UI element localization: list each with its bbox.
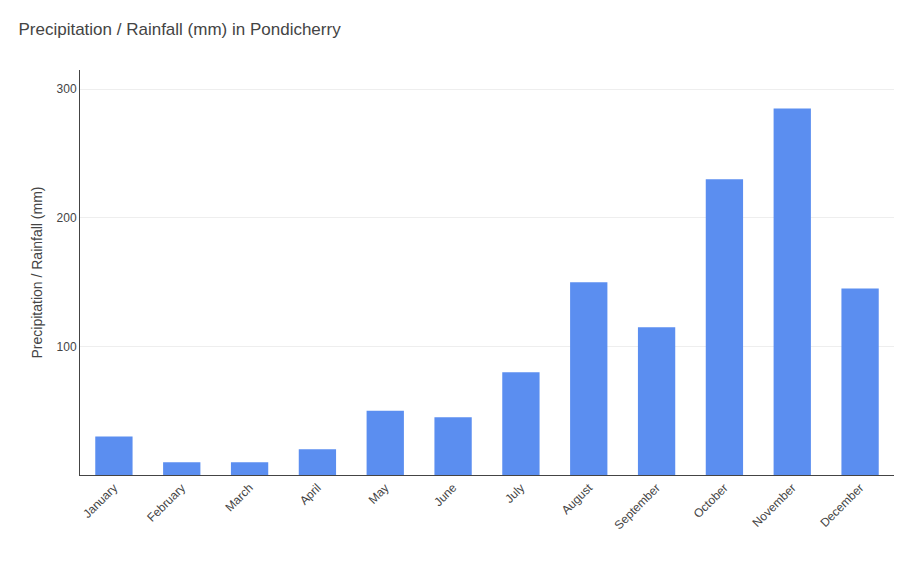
svg-text:Precipitation / Rainfall (mm): Precipitation / Rainfall (mm) in Pondich…: [18, 20, 341, 39]
svg-text:March: March: [222, 481, 255, 514]
svg-text:June: June: [431, 481, 460, 510]
svg-text:July: July: [502, 481, 527, 506]
svg-text:May: May: [366, 481, 392, 507]
svg-text:January: January: [80, 481, 120, 521]
svg-text:300: 300: [57, 82, 77, 96]
svg-text:200: 200: [57, 211, 77, 225]
svg-text:September: September: [612, 481, 663, 532]
svg-text:100: 100: [57, 340, 77, 354]
svg-text:February: February: [144, 481, 188, 525]
svg-text:October: October: [691, 481, 731, 521]
svg-text:November: November: [750, 481, 799, 530]
svg-text:December: December: [817, 481, 866, 530]
svg-text:Precipitation / Rainfall (mm): Precipitation / Rainfall (mm): [29, 187, 45, 359]
svg-text:August: August: [559, 480, 596, 517]
svg-text:April: April: [297, 481, 324, 508]
